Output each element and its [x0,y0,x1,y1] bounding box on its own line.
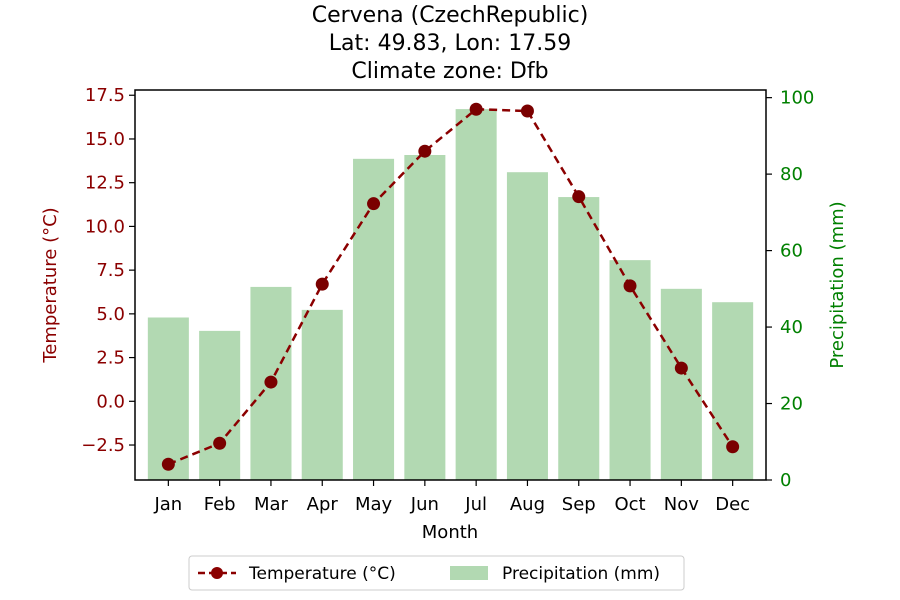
x-tick-label: Dec [715,494,750,515]
x-axis-ticks: Jan Feb Mar Apr May Jun Jul Aug Sep Oct Nov Dec [153,480,750,515]
right-tick-label: 40 [780,317,803,338]
temperature-point-nov [674,361,688,375]
temperature-point-aug [520,104,534,118]
precipitation-bar-feb [199,330,241,480]
right-axis-label: Precipitation (mm) [827,201,848,368]
left-tick-label: 10.0 [85,216,125,237]
x-tick-label: Aug [510,494,545,515]
x-tick-label: Jun [410,494,439,515]
title-line-1: Cervena (CzechRepublic) [312,3,589,28]
legend-temperature-label: Temperature (°C) [248,564,396,584]
chart-title: Cervena (CzechRepublic) Lat: 49.83, Lon:… [312,3,589,84]
x-tick-label: May [355,494,393,515]
precipitation-bar-aug [506,172,548,481]
x-tick-label: Sep [562,494,596,515]
precipitation-bar-sep [558,197,600,480]
right-tick-label: 20 [780,394,803,415]
temperature-point-may [367,197,381,211]
precipitation-bar-nov [660,288,702,480]
title-line-2: Lat: 49.83, Lon: 17.59 [329,31,571,56]
temperature-point-oct [623,279,637,293]
left-tick-label: 12.5 [85,173,125,194]
precipitation-bars [147,109,754,481]
left-tick-label: 5.0 [96,304,125,325]
left-tick-label: 7.5 [96,260,125,281]
left-tick-label: 17.5 [85,85,125,106]
left-tick-label: −2.5 [81,435,125,456]
plot-area-frame [134,89,767,481]
legend-box [188,555,685,591]
x-tick-label: Feb [204,494,236,515]
legend-temperature-marker [211,567,223,579]
precipitation-bar-may [353,158,395,480]
x-tick-label: Nov [664,494,699,515]
right-tick-label: 100 [780,88,814,109]
x-axis-label: Month [422,522,478,543]
left-tick-label: 2.5 [96,348,125,369]
legend-precipitation-label: Precipitation (mm) [502,564,660,584]
temperature-line [167,107,734,466]
temperature-point-jul [469,102,483,116]
temperature-point-mar [264,375,278,389]
temperature-point-jan [161,457,175,471]
x-tick-label: Mar [254,494,289,515]
temperature-point-sep [572,190,586,204]
left-axis-ticks: −2.5 0.0 2.5 5.0 7.5 10.0 12.5 15.0 17.5 [81,85,135,456]
right-axis-ticks: 0 20 40 60 80 100 [766,88,814,491]
temperature-point-jun [418,144,432,158]
precipitation-bar-jan [147,317,189,480]
left-axis-label: Temperature (°C) [40,207,61,363]
title-line-3: Climate zone: Dfb [351,59,548,84]
right-tick-label: 60 [780,241,803,262]
precipitation-bar-dec [712,302,754,480]
x-tick-label: Jul [464,494,487,515]
x-tick-label: Jan [153,494,182,515]
temperature-series [161,102,740,471]
precipitation-bar-apr [301,309,343,480]
left-tick-label: 15.0 [85,129,125,150]
right-tick-label: 0 [780,470,791,491]
x-tick-label: Oct [614,494,645,515]
left-tick-label: 0.0 [96,391,125,412]
precipitation-bar-jul [455,109,497,480]
legend: Temperature (°C) Precipitation (mm) [188,555,685,591]
precipitation-bar-jun [404,155,446,480]
temperature-point-feb [213,436,227,450]
temperature-point-apr [315,277,329,291]
legend-precipitation-swatch [450,566,488,580]
precipitation-bar-oct [609,260,651,480]
right-tick-label: 80 [780,164,803,185]
x-tick-label: Apr [307,494,339,515]
temperature-point-dec [726,440,740,454]
